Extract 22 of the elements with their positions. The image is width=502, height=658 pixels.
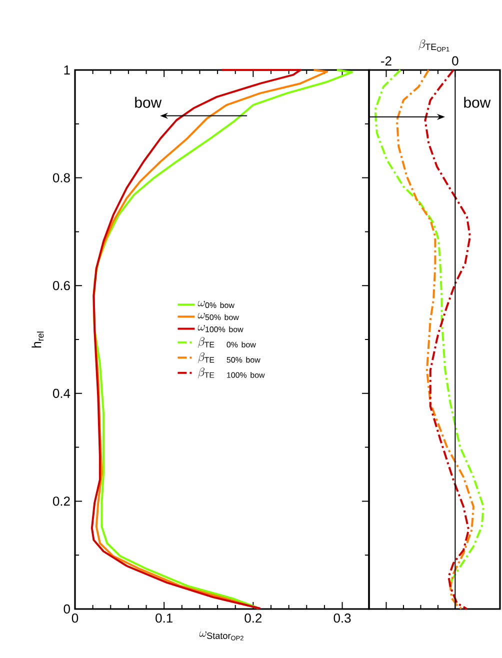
- annotation: bow: [135, 96, 162, 108]
- x-tick-label: 0.1: [156, 614, 172, 623]
- annotation: bow: [464, 96, 491, 108]
- x-tick-label: 0: [72, 614, 78, 623]
- legend-label: $\omega_{\mathrm{100\%\ bow}}$: [198, 325, 244, 332]
- x-tick-label: 0.3: [334, 614, 351, 623]
- text: $\beta_{\mathrm{TE}\quad\mathrm{100\%\ bow}}$: [198, 368, 265, 378]
- y-tick-label: 0.8: [52, 173, 70, 182]
- x-tick-label: 0.2: [244, 614, 262, 623]
- y-tick-label: 0: [64, 604, 70, 614]
- legend-label: $\omega_{\mathrm{0\%\ bow}}$: [198, 300, 234, 308]
- text: $\beta_{\mathrm{TE}\quad\mathrm{0\%\ bow}}$: [198, 337, 256, 348]
- legend-label: $\omega_{\mathrm{50\%\ bow}}$: [198, 312, 239, 320]
- y-tick-label: 1: [64, 66, 70, 74]
- y-tick-label: 0.4: [52, 388, 70, 398]
- x-axis-title: $\omega_{\mathrm{Stator}_{\mathrm{OP2}}}$: [199, 631, 244, 640]
- text: $\beta_{\mathrm{TE}\quad\mathrm{50\%\ bow}}$: [198, 352, 260, 364]
- y-axis-title: h$_{rel}$: [32, 332, 44, 348]
- y-tick-label: 0.6: [52, 281, 70, 290]
- x-axis-title: $\beta_{\mathrm{TE}_{\mathrm{OP1}}}$: [418, 39, 450, 52]
- y-tick-label: 0.2: [52, 496, 70, 506]
- x-tick-label: -2: [381, 56, 392, 66]
